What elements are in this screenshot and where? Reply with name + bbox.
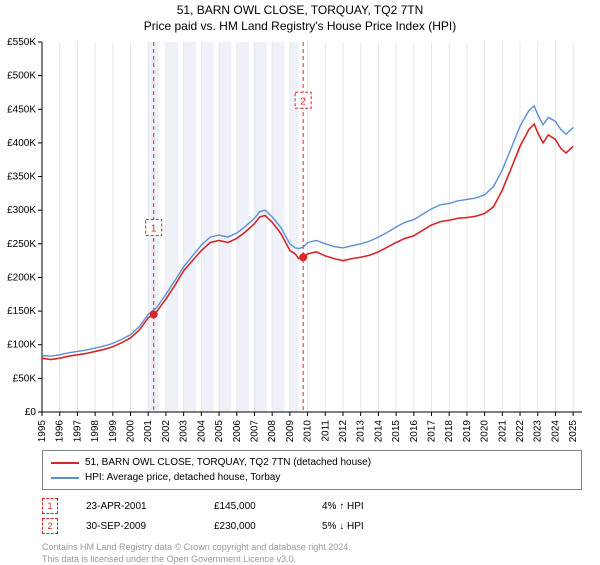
attribution-text: Contains HM Land Registry data © Crown c… [42, 542, 582, 565]
ownership-band [166, 42, 178, 412]
sale-row-price: £145,000 [214, 501, 294, 512]
legend-swatch [51, 477, 79, 479]
x-tick-label: 2014 [373, 420, 384, 443]
y-tick-label: £500K [7, 71, 36, 82]
x-tick-label: 2015 [391, 420, 402, 443]
x-tick-label: 2003 [179, 420, 190, 443]
y-tick-label: £400K [7, 138, 36, 149]
x-tick-label: 2011 [320, 420, 331, 442]
sale-row: 2 30-SEP-2009 £230,000 5% ↓ HPI [42, 516, 582, 536]
legend-label: 51, BARN OWL CLOSE, TORQUAY, TQ2 7TN (de… [85, 455, 371, 470]
sales-table: 1 23-APR-2001 £145,000 4% ↑ HPI 2 30-SEP-2009… [42, 496, 582, 536]
x-tick-label: 2001 [143, 420, 154, 443]
sale-row-marker: 1 [42, 498, 58, 514]
y-tick-label: £300K [7, 205, 36, 216]
x-tick-label: 2006 [232, 420, 243, 443]
x-tick-label: 2025 [568, 420, 579, 443]
sale-marker-num: 2 [300, 96, 306, 107]
y-tick-label: £100K [7, 340, 36, 351]
x-tick-label: 2021 [497, 420, 508, 443]
x-tick-label: 1996 [55, 420, 66, 443]
x-tick-label: 2004 [196, 420, 207, 443]
chart-subtitle: Price paid vs. HM Land Registry's House … [144, 19, 456, 33]
x-tick-label: 2020 [480, 420, 491, 443]
y-tick-label: £250K [7, 239, 36, 250]
ownership-band [184, 42, 196, 412]
sale-marker-num: 1 [151, 223, 157, 234]
x-tick-label: 1995 [37, 420, 48, 443]
y-tick-label: £200K [7, 272, 36, 283]
ownership-band [201, 42, 213, 412]
x-tick-label: 2023 [533, 420, 544, 443]
sale-row: 1 23-APR-2001 £145,000 4% ↑ HPI [42, 496, 582, 516]
x-tick-label: 2005 [214, 420, 225, 443]
ownership-band [237, 42, 249, 412]
ownership-band [272, 42, 284, 412]
sale-marker-dot [150, 310, 158, 318]
x-tick-label: 2010 [303, 420, 314, 443]
sale-row-date: 30-SEP-2009 [86, 521, 186, 532]
legend-item: 51, BARN OWL CLOSE, TORQUAY, TQ2 7TN (de… [51, 455, 573, 470]
x-tick-label: 2017 [427, 420, 438, 443]
x-tick-label: 2000 [126, 420, 137, 443]
x-tick-label: 2022 [515, 420, 526, 443]
y-tick-label: £350K [7, 172, 36, 183]
chart-title: 51, BARN OWL CLOSE, TORQUAY, TQ2 7TN [177, 3, 424, 17]
sale-row-marker: 2 [42, 518, 58, 534]
x-tick-label: 2018 [444, 420, 455, 443]
x-tick-label: 2002 [161, 420, 172, 443]
ownership-band [254, 42, 266, 412]
y-tick-label: £450K [7, 104, 36, 115]
sale-marker-dot [299, 253, 307, 261]
price-chart: 51, BARN OWL CLOSE, TORQUAY, TQ2 7TN Pric… [0, 0, 600, 450]
x-tick-label: 2008 [267, 420, 278, 443]
x-tick-label: 2009 [285, 420, 296, 443]
y-tick-label: £0 [25, 407, 37, 418]
chart-container: 51, BARN OWL CLOSE, TORQUAY, TQ2 7TN Pric… [0, 0, 600, 560]
sale-row-delta: 4% ↑ HPI [322, 501, 364, 512]
sale-row-delta: 5% ↓ HPI [322, 521, 364, 532]
legend-swatch [51, 462, 79, 464]
x-tick-label: 2019 [462, 420, 473, 443]
x-tick-label: 2024 [550, 420, 561, 443]
ownership-band [219, 42, 231, 412]
x-tick-label: 1999 [108, 420, 119, 443]
legend-item: HPI: Average price, detached house, Torb… [51, 470, 573, 485]
x-tick-label: 2012 [338, 420, 349, 443]
x-tick-label: 2016 [409, 420, 420, 443]
x-tick-label: 1998 [90, 420, 101, 443]
sale-row-price: £230,000 [214, 521, 294, 532]
y-tick-label: £50K [13, 373, 37, 384]
y-tick-label: £150K [7, 306, 36, 317]
x-tick-label: 2007 [249, 420, 260, 443]
legend-label: HPI: Average price, detached house, Torb… [85, 470, 280, 485]
attribution-line2: This data is licensed under the Open Gov… [42, 554, 582, 565]
attribution-line1: Contains HM Land Registry data © Crown c… [42, 542, 582, 554]
legend-box: 51, BARN OWL CLOSE, TORQUAY, TQ2 7TN (de… [42, 450, 582, 565]
x-tick-label: 1997 [72, 420, 83, 443]
x-tick-label: 2013 [356, 420, 367, 443]
y-tick-label: £550K [7, 37, 36, 48]
sale-row-date: 23-APR-2001 [86, 501, 186, 512]
